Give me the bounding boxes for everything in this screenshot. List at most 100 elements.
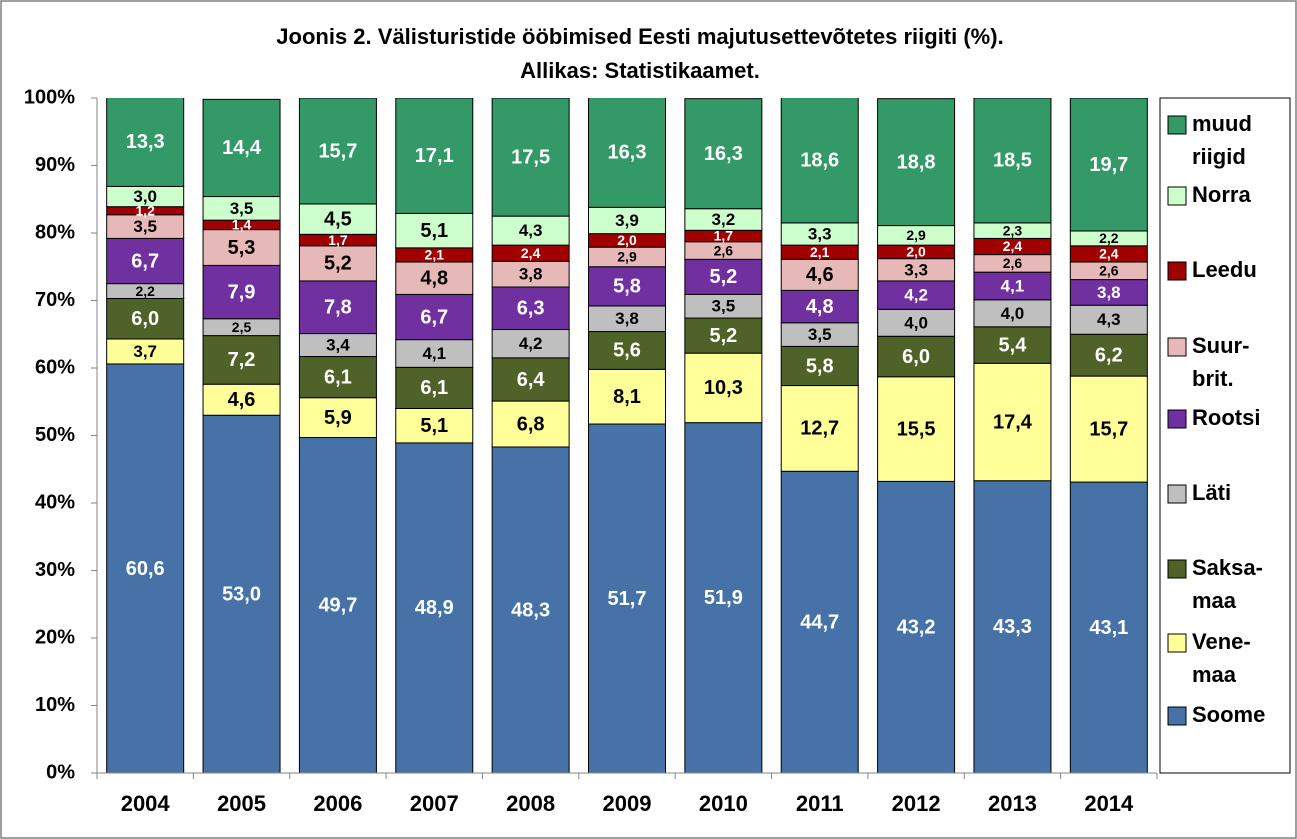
bar-segment [491,329,570,359]
bar-segment [395,442,474,773]
bar-segment [106,338,185,365]
data-label: 53,0 [222,583,261,605]
data-label: 1,2 [135,202,155,218]
bar-segment [1069,333,1148,377]
data-label: 4,1 [1001,276,1025,295]
data-label: 3,3 [904,260,928,279]
data-label: 60,6 [126,558,165,580]
data-label: 7,2 [228,349,256,371]
data-label: 15,7 [318,140,357,162]
legend-label-line: maa [1192,662,1237,687]
bar-segment [491,357,570,402]
bar-segment [588,98,666,208]
legend-swatch [1167,115,1187,135]
bar-segment [202,229,281,266]
data-label: 5,6 [613,340,641,362]
data-label: 1,4 [232,217,252,233]
data-label: 2,2 [135,283,155,299]
data-label: 43,3 [993,616,1032,638]
legend-swatch [1167,337,1187,357]
bar-segment [298,203,377,235]
data-label: 3,0 [133,187,157,206]
data-label: 5,1 [420,415,448,437]
data-label: 2,6 [714,242,734,258]
data-label: 49,7 [318,595,357,617]
data-label: 6,7 [131,250,159,272]
legend-frame [1159,97,1291,774]
legend-label-line: brit. [1192,366,1234,391]
data-label: 14,4 [222,137,262,159]
bar-segment [684,258,763,295]
bar-segment [491,98,570,217]
y-tick-label: 70% [35,289,75,311]
x-tick-label: 2007 [410,791,459,816]
data-label: 18,5 [993,150,1032,172]
legend-label: Suur-brit. [1192,333,1249,391]
bar-segment [202,335,281,385]
data-label: 2,4 [521,245,541,261]
data-label: 6,0 [902,346,930,368]
bar-segment [588,423,666,773]
bar-segment [395,366,474,410]
x-tick-label: 2005 [217,791,266,816]
legend-label-line: Leedu [1192,257,1257,282]
bar-segment [1069,98,1148,232]
chart-title: Joonis 2. Välisturistide ööbimised Eesti… [276,24,1003,49]
x-tick-label: 2009 [603,791,652,816]
bar-segment [106,237,185,285]
data-label: 2,4 [1099,246,1119,262]
data-label: 3,8 [1097,283,1121,302]
legend-swatch [1167,261,1187,281]
data-label: 2,3 [1003,222,1023,238]
plot-area [106,98,1148,773]
bar-segment [973,98,1052,224]
bar-segment [202,383,281,416]
data-label: 43,1 [1089,617,1128,639]
data-label: 15,5 [897,418,936,440]
legend-label: Vene-maa [1192,629,1251,687]
data-label: 3,4 [326,336,350,355]
y-tick-label: 30% [35,559,75,581]
data-label: 3,3 [808,224,832,243]
data-label: 15,7 [1089,418,1128,440]
data-label: 1,7 [328,232,348,248]
bar-segment [298,245,377,282]
data-label: 3,9 [615,211,639,230]
data-label: 4,0 [1001,304,1025,323]
y-tick-label: 20% [35,626,75,648]
data-label: 6,1 [420,377,448,399]
bar-segment [298,437,377,773]
bar-segment [298,397,377,439]
data-label: 2,1 [810,244,830,260]
bar-segment [973,299,1052,328]
bar-segment [780,98,859,224]
bar-segment [1069,375,1148,483]
legend-label-line: Läti [1192,480,1231,505]
data-label: 4,6 [228,389,256,411]
legend-label: Soome [1192,702,1265,727]
data-label: 19,7 [1089,154,1128,176]
bar-segment [877,98,956,227]
bar-segment [780,345,859,387]
legend-label-line: Rootsi [1192,405,1260,430]
y-tick-label: 60% [35,356,75,378]
bar-segment [491,260,570,288]
data-label: 6,1 [324,366,352,388]
legend-swatch [1167,706,1187,726]
data-label: 17,1 [415,145,454,167]
legend-label-line: Vene- [1192,629,1251,654]
y-tick-label: 100% [24,86,75,108]
data-label: 18,6 [800,149,839,171]
data-label: 2,5 [232,319,252,335]
data-label: 2,0 [617,232,637,248]
bar-segment [298,356,377,399]
bar-segment [588,305,666,333]
x-tick-label: 2004 [121,791,171,816]
data-label: 43,2 [897,616,936,638]
data-label: 10,3 [704,377,743,399]
bar-segment [395,98,474,214]
y-tick-label: 50% [35,424,75,446]
bar-segment [780,470,859,773]
legend-label-line: Saksa- [1192,555,1263,580]
legend-swatch [1167,633,1187,653]
